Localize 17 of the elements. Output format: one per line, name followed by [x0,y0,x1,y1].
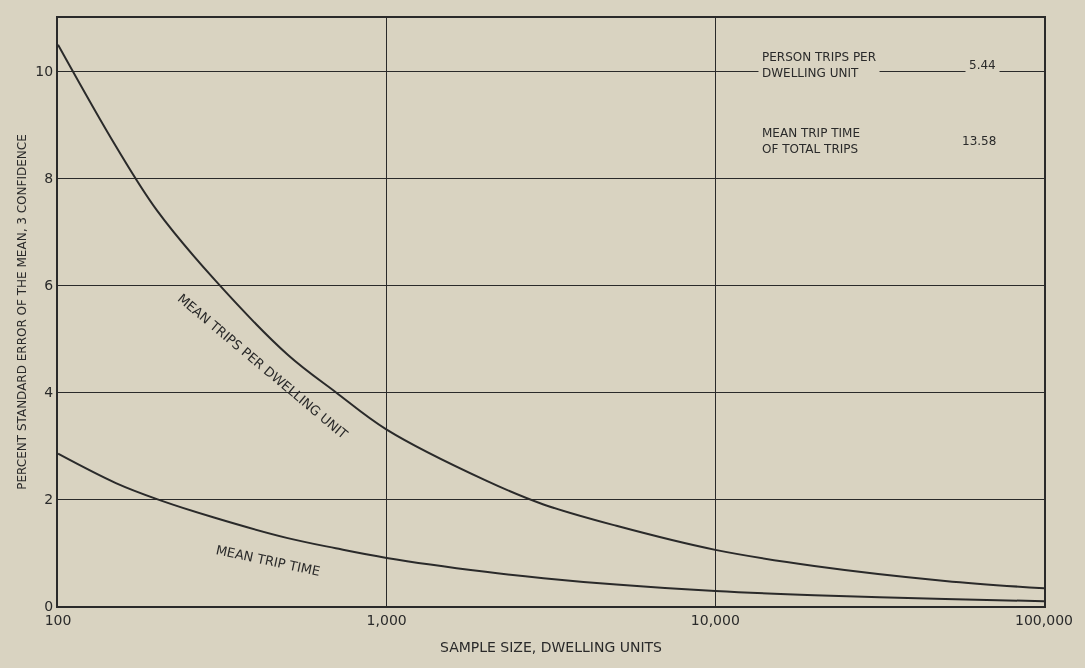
text: MEAN TRIP TIME [214,542,322,579]
y-tick-label: 0 [44,597,54,614]
x-tick-label: 100,000 [1015,611,1073,628]
y-tick-label: 10 [35,63,54,80]
annotation: MEAN TRIP TIME OF TOTAL TRIPS [762,126,860,156]
annotation: 5.44 [969,58,996,72]
x-tick-label: 100 [44,611,72,628]
annotation: PERSON TRIPS PER DWELLING UNIT [762,50,877,80]
x-axis-title: SAMPLE SIZE, DWELLING UNITS [440,638,663,655]
x-tick-label: 10,000 [690,611,740,628]
x-tick-label: 1,000 [366,611,407,628]
annotation: 13.58 [962,134,997,148]
y-tick-label: 8 [44,170,54,187]
y-tick-label: 6 [44,277,54,294]
y-axis-title: PERCENT STANDARD ERROR OF THE MEAN, 3 CONFIDENCE [15,134,30,490]
y-tick-label: 2 [44,490,54,507]
y-tick-label: 4 [44,384,54,401]
